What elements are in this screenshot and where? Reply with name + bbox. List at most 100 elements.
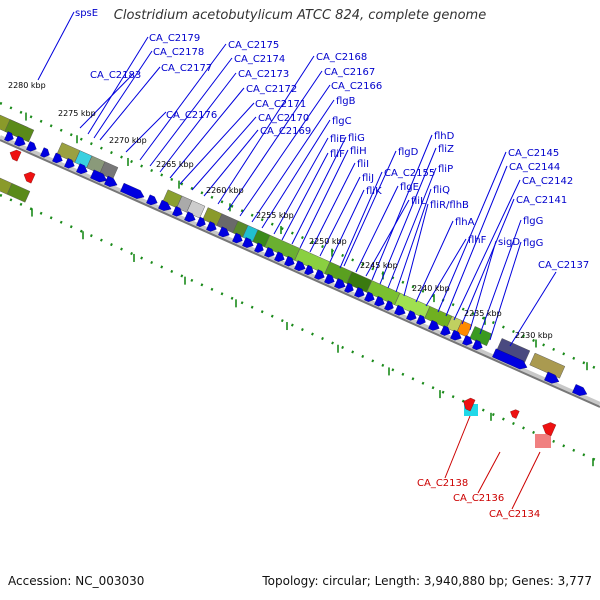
forward-gene-arrow	[344, 282, 354, 293]
gene-label: CA_C2145	[508, 148, 559, 159]
gene-label: flgG	[523, 238, 543, 249]
forward-gene-arrow	[196, 216, 206, 228]
forward-gene-arrow	[314, 269, 325, 280]
label-leader-line	[415, 220, 454, 303]
label-leader-line	[395, 188, 432, 293]
gene-label: CA_C2183	[90, 70, 141, 81]
gene-label: CA_C2167	[324, 67, 375, 78]
gene-label: flhA	[455, 217, 475, 228]
gene-label: flgB	[336, 96, 356, 107]
forward-gene-arrow	[4, 131, 14, 142]
forward-gene-arrow	[334, 278, 346, 289]
forward-gene-arrow	[544, 371, 560, 384]
forward-gene-arrow	[206, 221, 217, 232]
gene-label-red: CA_C2138	[417, 478, 468, 489]
label-leader-line	[149, 57, 233, 167]
forward-gene-arrow	[416, 314, 426, 325]
reverse-gene-arrow	[463, 397, 476, 412]
kbp-label: 2245 kbp	[360, 261, 398, 270]
gene-label: fliL	[411, 196, 426, 207]
kbp-label: 2270 kbp	[109, 136, 147, 145]
gene-label: fliR/flhB	[430, 200, 469, 211]
label-leader-line	[469, 240, 497, 331]
forward-gene-arrow	[14, 135, 26, 147]
kbp-label: 2250 kbp	[309, 237, 347, 246]
label-leader-line	[251, 99, 335, 223]
forward-gene-arrow	[572, 384, 588, 396]
feature-box	[535, 434, 551, 448]
kbp-label: 2230 kbp	[515, 331, 553, 340]
label-leader-line	[479, 219, 522, 335]
forward-gene-arrow	[384, 300, 394, 311]
label-leader-line	[227, 70, 323, 211]
label-leader-line	[445, 165, 508, 317]
gene-label: CA_C2173	[238, 69, 289, 80]
label-leader-line	[125, 111, 167, 153]
feature-box	[424, 306, 453, 329]
forward-gene-arrow	[172, 206, 183, 217]
gene-label: CA_C2171	[255, 99, 306, 110]
feature-boxes	[0, 114, 566, 448]
label-leader-line	[291, 136, 347, 245]
label-leaders	[37, 11, 557, 347]
kbp-label: 2265 kbp	[156, 160, 194, 169]
forward-gene-arrow	[374, 296, 385, 307]
label-leader-line	[87, 36, 149, 135]
genome-backbone	[0, 135, 600, 408]
label-leader-line	[329, 189, 365, 263]
reverse-gene-arrow	[510, 409, 520, 419]
gene-labels-bottom: CA_C2138 CA_C2136 CA_C2134	[417, 478, 540, 520]
label-leader-line	[239, 84, 331, 217]
gene-label: CA_C2179	[149, 33, 200, 44]
gene-label: flgD	[398, 147, 419, 158]
gene-label: CA_C2176	[166, 110, 217, 121]
reverse-genes	[9, 149, 557, 437]
label-leader-line	[309, 162, 356, 253]
label-leader-line	[319, 176, 361, 257]
label-leader-line	[139, 43, 227, 161]
gene-label: flgC	[332, 116, 352, 127]
gene-label: CA_C2144	[509, 162, 560, 173]
label-leader-line	[37, 11, 75, 81]
label-leader-line	[261, 119, 331, 229]
forward-gene-arrow	[450, 329, 462, 341]
forward-gene-arrow	[492, 348, 528, 370]
feature-box	[4, 119, 35, 143]
gene-label: flgE	[400, 182, 419, 193]
forward-gene-arrow	[52, 152, 63, 164]
label-leader-line	[379, 147, 437, 285]
label-leader-line	[79, 72, 135, 129]
kbp-label: 2260 kbp	[206, 186, 244, 195]
forward-gene-arrow	[146, 194, 158, 206]
gene-label: sigD	[498, 237, 520, 248]
label-leader-line	[217, 55, 315, 205]
label-leader-line	[191, 116, 257, 191]
label-leader-line	[159, 72, 237, 173]
label-leader-line	[93, 50, 153, 139]
label-leader-line	[444, 415, 471, 479]
gene-label: CA_C2168	[316, 52, 367, 63]
forward-gene-arrow	[64, 158, 75, 169]
forward-gene-arrow	[324, 273, 335, 285]
kbp-label: 2275 kbp	[58, 109, 96, 118]
reverse-gene-arrow	[9, 149, 22, 162]
feature-box	[456, 320, 473, 338]
label-leader-line	[489, 241, 522, 341]
gene-label: fliK	[366, 186, 382, 197]
forward-gene-arrow	[274, 251, 285, 262]
gene-label: CA_C2172	[246, 84, 297, 95]
gene-label: fliF	[330, 149, 345, 160]
forward-gene-arrow	[184, 211, 196, 223]
label-leader-line	[355, 185, 399, 273]
gene-label: fliE	[330, 134, 345, 145]
forward-gene-arrow	[304, 264, 314, 276]
forward-genes	[4, 131, 588, 396]
map-title: Clostridium acetobutylicum ATCC 824, com…	[113, 8, 487, 23]
gene-label-red: CA_C2136	[453, 493, 504, 504]
gene-label: flhF	[468, 235, 487, 246]
topology-text: Topology: circular; Length: 3,940,880 bp…	[262, 574, 592, 588]
forward-gene-arrow	[218, 226, 230, 238]
label-leader-line	[339, 171, 383, 269]
kbp-label: 2255 kbp	[256, 211, 294, 220]
